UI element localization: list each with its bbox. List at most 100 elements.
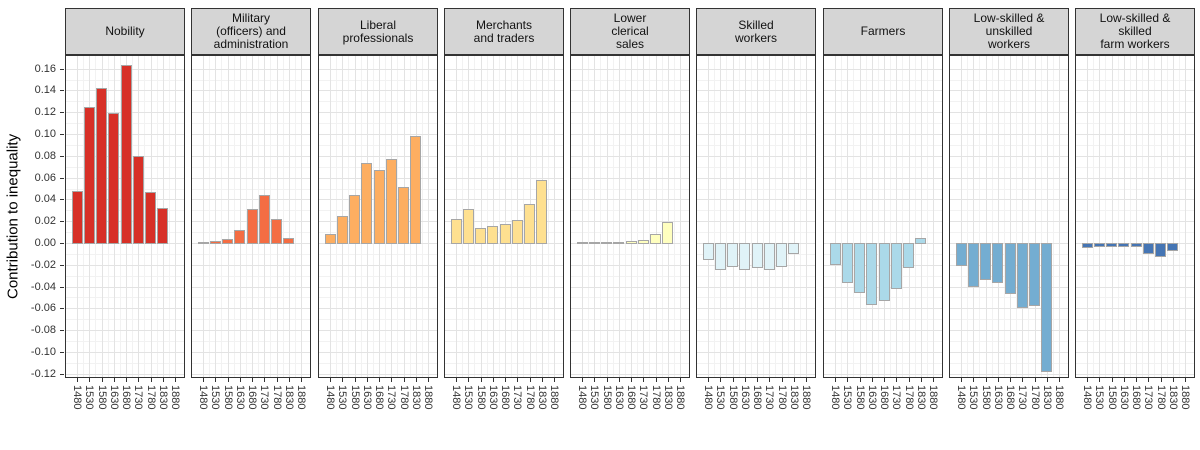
x-tick-mark [847, 378, 848, 382]
y-tick-label: -0.10 [30, 345, 56, 358]
gridline-minor [824, 319, 942, 320]
panel [65, 55, 185, 378]
x-tick-label: 1680 [1004, 385, 1016, 410]
gridline-major [697, 308, 815, 309]
gridline-major [950, 352, 1068, 353]
x-tick-mark [77, 378, 78, 382]
bar-1780 [650, 234, 661, 244]
gridline-minor [1076, 276, 1194, 277]
gridline-minor [637, 56, 638, 377]
x-tick-label: 1680 [373, 385, 385, 410]
gridline-major [1076, 221, 1194, 222]
x-tick-label: 1830 [915, 385, 927, 410]
gridline-major [192, 265, 310, 266]
gridline-major [769, 56, 770, 377]
gridline-minor [169, 56, 170, 377]
x-tick-mark [986, 378, 987, 382]
bar-1480 [703, 243, 714, 260]
x-tick-mark [416, 378, 417, 382]
gridline-minor [192, 297, 310, 298]
gridline-major [1076, 90, 1194, 91]
gridline-major [1087, 56, 1088, 377]
gridline-minor [445, 341, 563, 342]
bar-1530 [1094, 243, 1105, 247]
gridline-major [319, 287, 437, 288]
x-tick-label: 1880 [548, 385, 560, 410]
gridline-major [582, 56, 583, 377]
gridline-major [824, 330, 942, 331]
gridline-major [571, 330, 689, 331]
gridline-major [240, 56, 241, 377]
gridline-major [1076, 69, 1194, 70]
x-tick-mark [745, 378, 746, 382]
x-tick-label: 1580 [96, 385, 108, 410]
x-tick-label: 1530 [588, 385, 600, 410]
gridline-minor [1028, 56, 1029, 377]
gridline-minor [192, 145, 310, 146]
gridline-major [950, 112, 1068, 113]
gridline-major [668, 56, 669, 377]
gridline-minor [824, 189, 942, 190]
gridline-major [301, 56, 302, 377]
x-tick-mark [151, 378, 152, 382]
strip-label-line: Skilled [738, 17, 774, 32]
gridline-minor [697, 189, 815, 190]
gridline-minor [697, 167, 815, 168]
x-tick-label: 1780 [650, 385, 662, 410]
gridline-major [950, 134, 1068, 135]
panel [444, 55, 564, 378]
facet-liberal: Liberal professionals 1480 1530 1580 1630 1680… [318, 0, 438, 450]
x-tick-label: 1630 [487, 385, 499, 410]
x-tick-mark [240, 378, 241, 382]
gridline-major [1112, 56, 1113, 377]
gridline-major [1022, 56, 1023, 377]
x-tick-mark [542, 378, 543, 382]
x-tick-label: 1880 [169, 385, 181, 410]
gridline-minor [1076, 145, 1194, 146]
gridline-minor [571, 210, 689, 211]
gridline-major [998, 56, 999, 377]
gridline-major [481, 56, 482, 377]
strip-label-line: and traders [473, 30, 535, 45]
x-tick-mark [619, 378, 620, 382]
gridline-major [330, 56, 331, 377]
gridline-minor [523, 56, 524, 377]
strip-label-line: clerical [611, 24, 649, 38]
x-tick-mark [884, 378, 885, 382]
gridline-minor [445, 276, 563, 277]
y-tick-label: 0.10 [34, 128, 56, 140]
gridline-minor [824, 167, 942, 168]
gridline-major [909, 56, 910, 377]
gridline-major [745, 56, 746, 377]
gridline-minor [979, 56, 980, 377]
gridline-minor [763, 56, 764, 377]
gridline-major [933, 56, 934, 377]
gridline-minor [120, 56, 121, 377]
x-tick-label: 1530 [462, 385, 474, 410]
gridline-major [950, 90, 1068, 91]
gridline-minor [66, 276, 184, 277]
gridline-minor [511, 56, 512, 377]
gridline-minor [295, 56, 296, 377]
x-tick-mark [517, 378, 518, 382]
x-tick-label: 1580 [980, 385, 992, 410]
gridline-major [950, 308, 1068, 309]
gridline-minor [697, 276, 815, 277]
gridline-major [720, 56, 721, 377]
gridline-major [192, 330, 310, 331]
gridline-minor [697, 145, 815, 146]
gridline-major [697, 352, 815, 353]
gridline-minor [95, 56, 96, 377]
gridline-major [571, 287, 689, 288]
strip-label: Low-skilled & skilled farm workers [1075, 8, 1195, 55]
x-tick-label: 1530 [841, 385, 853, 410]
strip-label: Merchants and traders [444, 8, 564, 55]
gridline-minor [824, 145, 942, 146]
gridline-minor [319, 319, 437, 320]
gridline-minor [192, 254, 310, 255]
bar-1730 [1017, 243, 1028, 308]
x-tick-label: 1630 [108, 385, 120, 410]
gridline-major [445, 330, 563, 331]
gridline-minor [445, 101, 563, 102]
gridline-major [445, 287, 563, 288]
